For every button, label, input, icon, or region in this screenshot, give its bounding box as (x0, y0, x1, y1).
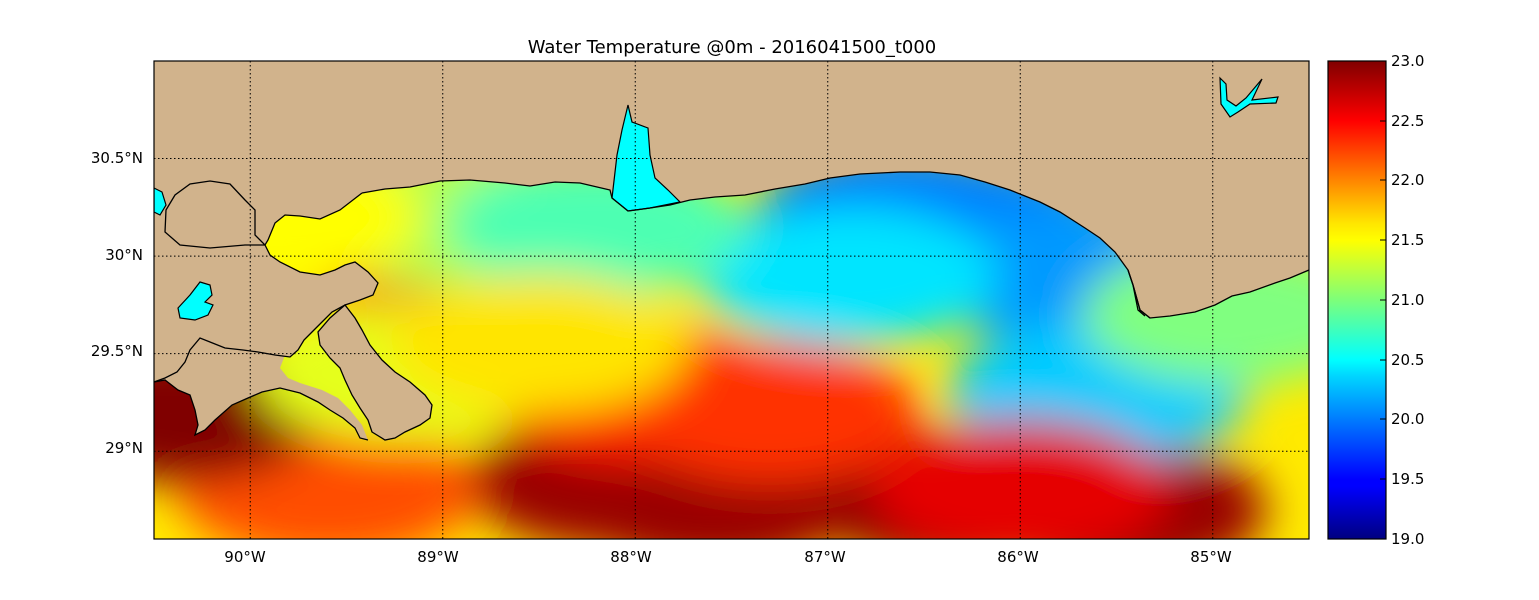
lon-tick-label: 86°W (997, 548, 1039, 566)
temperature-patch (620, 342, 920, 483)
lat-tick-label: 30°N (105, 246, 143, 264)
land-mass-delta (318, 305, 432, 440)
coastline-delta (317, 304, 433, 441)
map-panel: 90°W 89°W 88°W 87°W 86°W 85°W 30.5°N 30°… (91, 60, 1310, 566)
lat-tick-label: 30.5°N (91, 149, 143, 167)
colorbar-tick-label: 23.0 (1391, 52, 1424, 70)
colorbar-tick-label: 21.5 (1391, 231, 1424, 249)
colorbar-tick-label: 20.5 (1391, 351, 1424, 369)
y-axis: 30.5°N 30°N 29.5°N 29°N (91, 149, 143, 457)
coastline-louisiana (154, 379, 369, 441)
grid-lines (154, 61, 1309, 539)
colorbar-tick-label: 22.5 (1391, 112, 1424, 130)
coastline (361, 171, 1309, 319)
lake-northeast (1219, 76, 1279, 118)
lat-tick-label: 29.5°N (91, 342, 143, 360)
lon-tick-label: 88°W (610, 548, 652, 566)
temperature-patch (697, 205, 997, 346)
temperature-field (154, 147, 1309, 539)
lat-tick-label: 29°N (105, 439, 143, 457)
colorbar-tick-label: 22.0 (1391, 171, 1424, 189)
land-mass-louisiana (154, 225, 378, 440)
lon-tick-label: 90°W (224, 548, 266, 566)
colorbar-tick-label: 19.0 (1391, 530, 1424, 548)
chart-title: Water Temperature @0m - 2016041500_t000 (528, 37, 937, 58)
x-axis: 90°W 89°W 88°W 87°W 86°W 85°W (224, 548, 1232, 566)
lake-west (154, 187, 167, 216)
colorbar: 23.0 22.5 22.0 21.5 21.0 20.5 20.0 19.5 … (1327, 52, 1424, 548)
map-frame (153, 60, 1310, 540)
colorbar-ticks (1380, 60, 1386, 540)
coastline-west (154, 180, 379, 383)
coastline-peninsula (1127, 269, 1151, 319)
temperature-patch (870, 420, 1171, 539)
colorbar-tick-label: 21.0 (1391, 291, 1424, 309)
lake-pontchartrain (177, 281, 214, 321)
lon-tick-label: 85°W (1190, 548, 1232, 566)
colorbar-tick-label: 20.0 (1391, 410, 1424, 428)
colorbar-gradient (1327, 60, 1387, 540)
colorbar-tick-label: 19.5 (1391, 470, 1424, 488)
lon-tick-label: 89°W (417, 548, 459, 566)
lon-tick-label: 87°W (804, 548, 846, 566)
temperature-patch (389, 273, 689, 414)
